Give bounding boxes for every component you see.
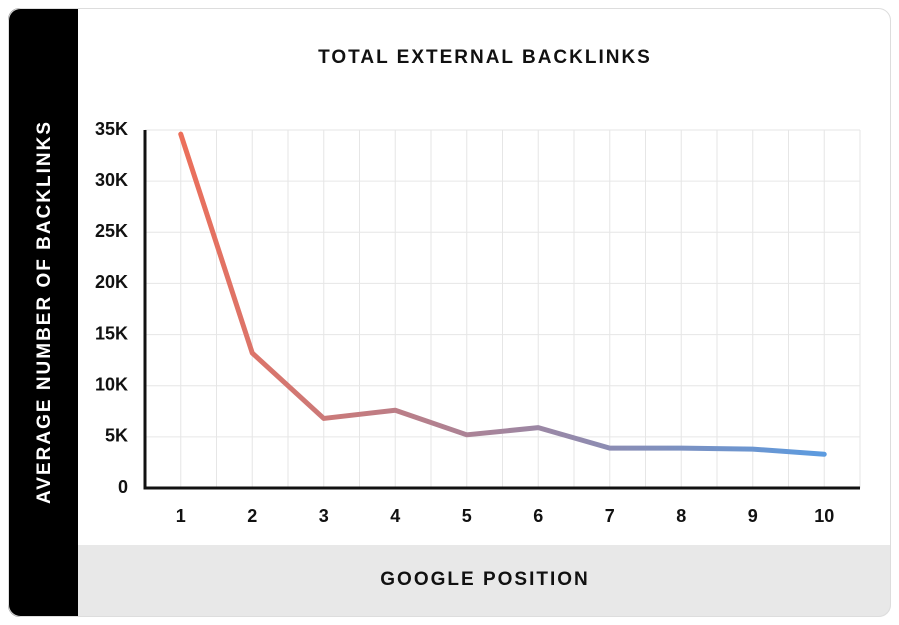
x-tick-label: 3 — [319, 506, 329, 526]
x-axis-label: GOOGLE POSITION — [380, 569, 589, 590]
x-tick-label: 10 — [814, 506, 834, 526]
card-border — [8, 8, 891, 617]
x-tick-label: 2 — [247, 506, 257, 526]
y-label-band — [8, 8, 78, 617]
x-tick-label: 7 — [605, 506, 615, 526]
y-axis-label: AVERAGE NUMBER OF BACKLINKS — [34, 120, 55, 504]
y-tick-label: 0 — [118, 477, 128, 497]
card — [8, 8, 891, 617]
data-line — [178, 131, 827, 457]
y-tick-label: 15K — [95, 323, 128, 343]
plot: 0 5K 10K 15K 20K 25K 30K 35K 1 2 3 4 5 6 7 8 9 10 — [95, 119, 861, 526]
x-tick-label: 4 — [390, 506, 400, 526]
x-tick-label: 6 — [533, 506, 543, 526]
y-tick-label: 30K — [95, 170, 128, 190]
x-tick-label: 8 — [676, 506, 686, 526]
x-tick-label: 9 — [748, 506, 758, 526]
y-tick-label: 25K — [95, 221, 128, 241]
chart-title: TOTAL EXTERNAL BACKLINKS — [318, 47, 652, 68]
x-label-band — [78, 545, 891, 617]
y-tick-label: 35K — [95, 119, 128, 139]
y-tick-label: 10K — [95, 374, 128, 394]
y-tick-label: 5K — [105, 426, 128, 446]
card-bg — [8, 8, 891, 617]
y-tick-label: 20K — [95, 272, 128, 292]
x-tick-label: 5 — [462, 506, 472, 526]
x-tick-label: 1 — [176, 506, 186, 526]
